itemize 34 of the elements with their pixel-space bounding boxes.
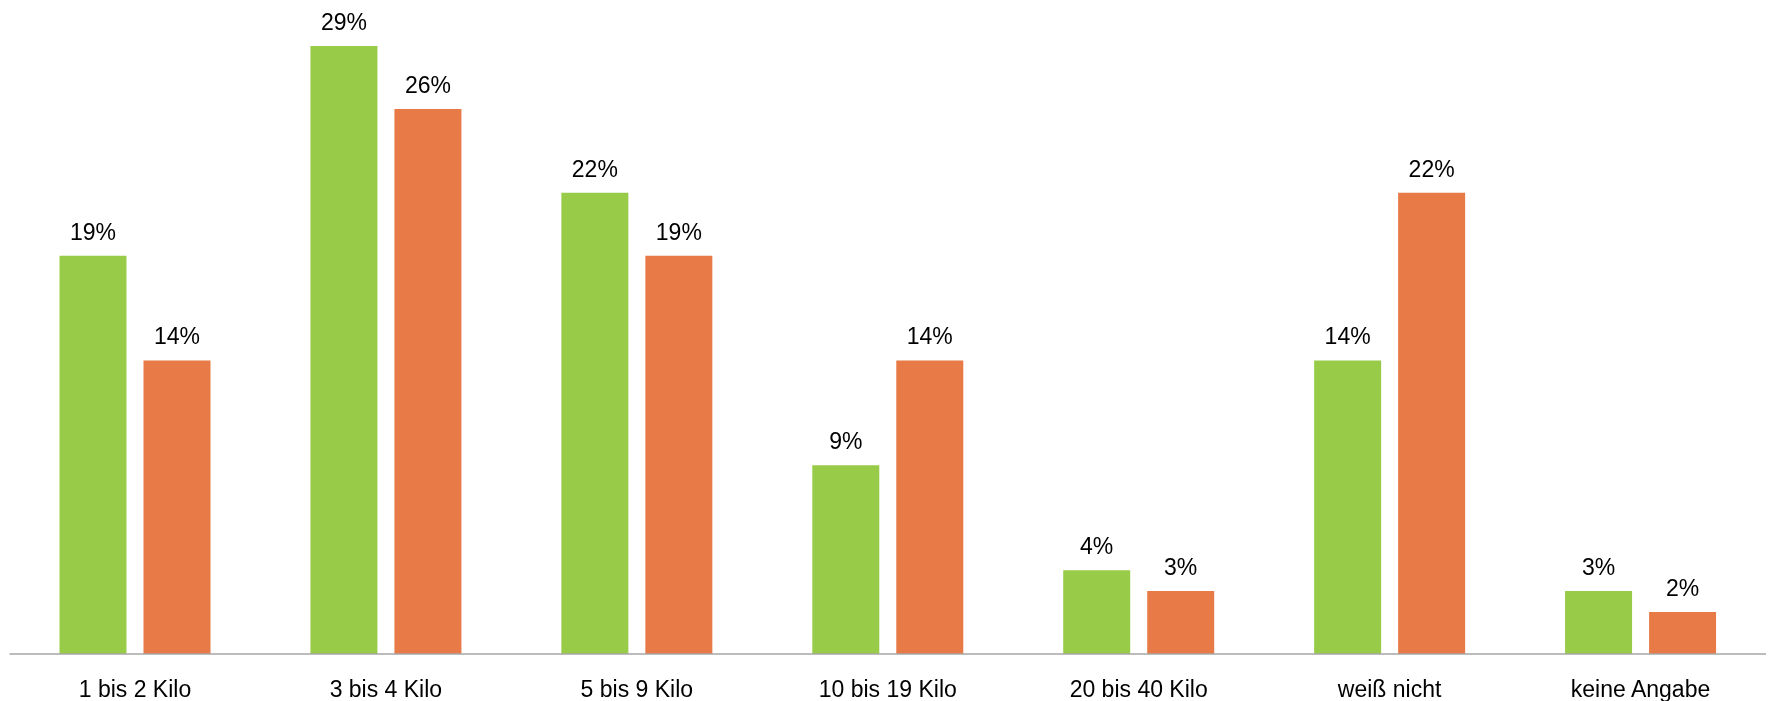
bar (561, 192, 629, 654)
data-label: 4% (1080, 533, 1114, 560)
data-label: 26% (404, 71, 451, 98)
bar (645, 255, 713, 654)
data-label: 9% (829, 428, 863, 455)
x-tick-label: 10 bis 19 Kilo (818, 676, 957, 701)
bar (1147, 591, 1215, 654)
data-label: 3% (1164, 554, 1198, 581)
bar (896, 360, 964, 654)
data-label: 22% (571, 155, 618, 182)
bar (1063, 570, 1131, 654)
data-label: 14% (153, 323, 201, 350)
data-label: 19% (69, 218, 117, 245)
bar (812, 465, 880, 654)
data-label: 14% (1324, 323, 1371, 350)
data-label: 3% (1581, 554, 1616, 581)
bar (59, 255, 127, 654)
bar (310, 46, 378, 654)
data-label: 19% (655, 218, 702, 245)
bar (1398, 192, 1466, 654)
x-tick-label: 1 bis 2 Kilo (78, 676, 192, 701)
data-label: 29% (320, 9, 367, 35)
bar (1565, 591, 1633, 654)
x-tick-label: 3 bis 4 Kilo (329, 676, 443, 701)
bar (1649, 612, 1717, 654)
x-tick-label: 5 bis 9 Kilo (580, 676, 694, 701)
bar (394, 108, 462, 654)
x-tick-label: weiß nicht (1336, 676, 1442, 701)
data-label: 22% (1408, 155, 1455, 182)
x-tick-label: 20 bis 40 Kilo (1069, 676, 1208, 701)
bar (143, 360, 211, 654)
bar (1314, 360, 1382, 654)
data-label: 2% (1665, 575, 1700, 602)
data-label: 14% (906, 323, 953, 350)
